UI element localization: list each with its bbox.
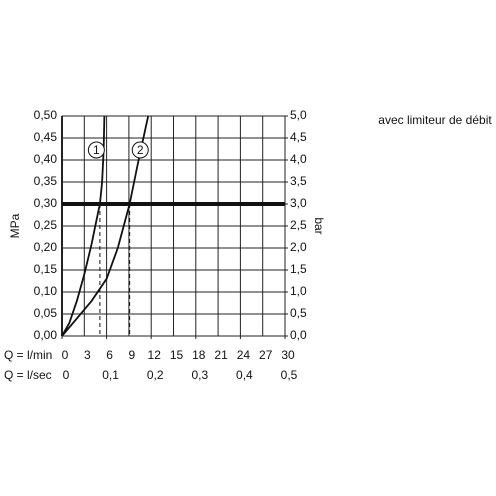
y-tick-label: 0,05 [34,306,58,320]
curve-label: 2 [137,143,144,157]
x2-tick-label: 0,3 [191,368,208,382]
x-tick-label: 3 [84,348,91,362]
y2-tick-label: 3,5 [290,174,307,188]
x2-tick-label: 0,4 [236,368,253,382]
x-axis-label: Q = l/min [4,348,52,362]
y2-tick-label: 2,0 [290,240,307,254]
y-tick-label: 0,40 [34,152,58,166]
y-axis-label: MPa [8,213,22,238]
y-tick-label: 0,20 [34,240,58,254]
y-tick-label: 0,00 [34,328,58,342]
curve-marker [87,141,105,159]
x-tick-label: 24 [237,348,251,362]
y-tick-label: 0,30 [34,196,58,210]
y2-tick-label: 0,0 [290,328,307,342]
curve-label: 1 [93,143,100,157]
y-tick-label: 0,50 [34,108,58,122]
y-tick-label: 0,25 [34,218,58,232]
y2-tick-label: 4,5 [290,130,307,144]
curve-marker [131,141,149,159]
x-tick-label: 21 [214,348,228,362]
x2-tick-label: 0 [63,368,70,382]
x-tick-label: 9 [129,348,136,362]
x2-tick-label: 0,2 [147,368,164,382]
x-tick-label: 18 [192,348,206,362]
annotation: avec limiteur de débit [378,113,492,127]
x-tick-label: 12 [148,348,162,362]
y2-tick-label: 3,0 [290,196,307,210]
x2-axis-label: Q = l/sec [4,368,52,382]
x2-tick-label: 0,5 [281,368,298,382]
y-tick-label: 0,10 [34,284,58,298]
curve [61,115,150,337]
y-tick-label: 0,15 [34,262,58,276]
y2-tick-label: 1,5 [290,262,307,276]
y2-tick-label: 5,0 [290,108,307,122]
y2-tick-label: 4,0 [290,152,307,166]
y2-tick-label: 1,0 [290,284,307,298]
x-tick-label: 27 [259,348,273,362]
y2-tick-label: 2,5 [290,218,307,232]
x-tick-label: 0 [62,348,69,362]
x-tick-label: 30 [281,348,295,362]
y2-axis-label: bar [312,217,326,234]
curve [61,115,106,337]
y2-tick-label: 0,5 [290,306,307,320]
x-tick-label: 6 [106,348,113,362]
x2-tick-label: 0,1 [102,368,119,382]
y-tick-label: 0,35 [34,174,58,188]
y-tick-label: 0,45 [34,130,58,144]
x-tick-label: 15 [170,348,184,362]
